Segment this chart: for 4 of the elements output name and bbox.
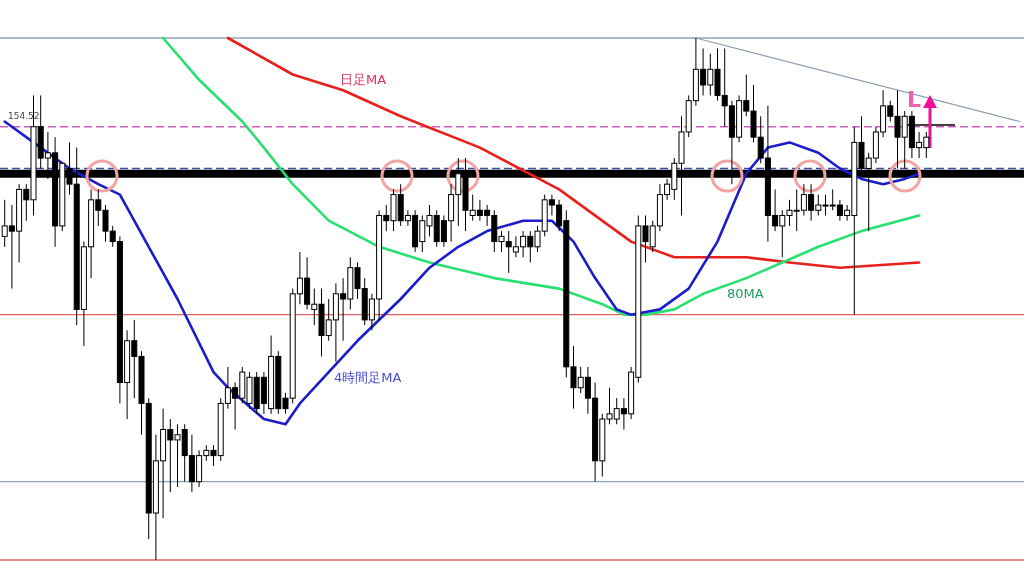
series-label: 80MA	[727, 286, 764, 301]
series-label: 4時間足MA	[334, 370, 402, 385]
series-label: 日足MA	[340, 72, 387, 87]
annotation: L	[907, 87, 922, 112]
